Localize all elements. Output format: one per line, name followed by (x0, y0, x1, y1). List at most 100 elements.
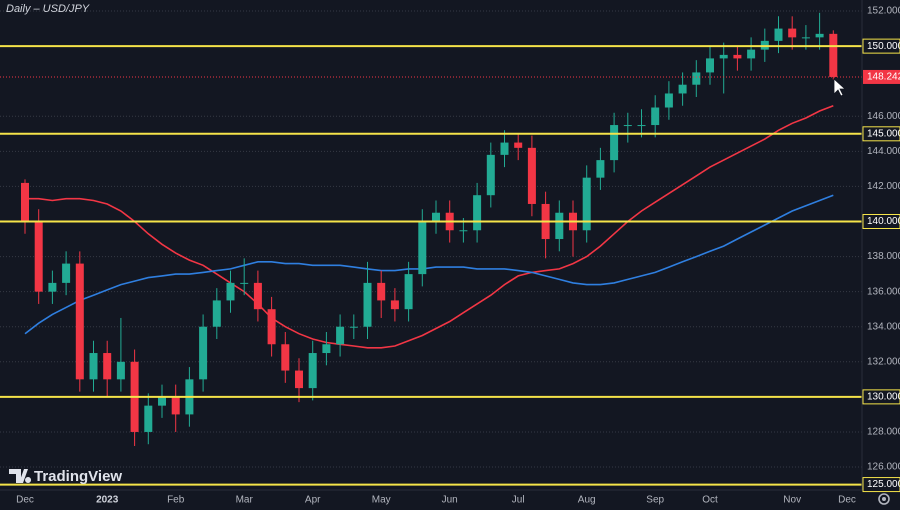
candle-body (336, 326, 345, 345)
level-label: 130.000 (867, 392, 900, 403)
candle-body (281, 344, 290, 371)
candle-body (21, 182, 29, 222)
y-tick-label: 146.000 (867, 111, 900, 122)
level-label-box (862, 38, 900, 54)
candle-body (706, 58, 714, 73)
candle-body (555, 212, 564, 240)
candle-body (199, 326, 208, 380)
candle-body (418, 221, 427, 275)
candle-body (664, 93, 673, 108)
plot (0, 12, 862, 486)
axes: 152.000 146.000 144.000 142.000 138.000 136.0… (16, 6, 900, 506)
candle-body (295, 370, 303, 389)
candle-body (486, 154, 495, 196)
candle-body (623, 125, 632, 127)
candle-body (500, 142, 509, 155)
candle-body (62, 263, 71, 283)
candle-body (103, 353, 112, 380)
candle-body (829, 33, 838, 77)
last-price-box (863, 69, 900, 84)
x-tick-label: Aug (578, 495, 596, 506)
y-tick-label: 134.000 (867, 321, 900, 332)
candle-body (596, 160, 605, 178)
candle-body (48, 282, 57, 292)
candle-body (801, 37, 810, 39)
candle-body (363, 282, 372, 327)
x-tick-label: Nov (783, 495, 801, 506)
x-tick-label: May (372, 495, 391, 506)
candle-body (788, 28, 797, 38)
candle-body (349, 326, 358, 328)
candle-body (144, 405, 153, 432)
settings-gear-center[interactable] (882, 497, 886, 501)
level-label: 125.000 (867, 479, 900, 490)
x-tick-label: Jun (442, 495, 458, 506)
candle-body (89, 353, 98, 380)
y-tick-label: 144.000 (867, 146, 900, 157)
candle-body (774, 28, 783, 41)
x-tick-label: Mar (236, 495, 254, 506)
candle-body (404, 274, 413, 310)
x-tick-label: Dec (838, 495, 856, 506)
candle-body (432, 212, 440, 222)
candle-body (459, 230, 468, 232)
candle-body (651, 107, 660, 126)
x-tick-label: Jul (512, 495, 525, 506)
candle-body (377, 282, 386, 301)
x-tick-label: Dec (16, 495, 34, 506)
candle-body (322, 344, 331, 354)
candle-body (267, 309, 276, 345)
level-label: 145.000 (867, 128, 900, 139)
y-tick-label: 132.000 (867, 356, 900, 367)
candle-body (733, 54, 742, 59)
x-tick-label: Apr (305, 495, 321, 506)
candle-body (815, 33, 824, 38)
candle-body (719, 54, 728, 59)
candle-body (527, 147, 536, 204)
candle-body (692, 72, 701, 85)
candle-body (610, 125, 619, 161)
y-tick-label: 152.000 (867, 6, 900, 17)
candle-body (116, 361, 125, 380)
settings-gear[interactable] (878, 493, 890, 505)
candle-body (678, 84, 687, 94)
x-tick-label: Sep (646, 495, 664, 506)
settings-icon[interactable] (878, 493, 890, 505)
level-label-box (862, 126, 900, 142)
last-price-label: 148.242 (867, 72, 900, 83)
y-tick-label: 136.000 (867, 286, 900, 297)
moving-average-line (24, 194, 834, 335)
level-label-box (862, 389, 900, 405)
watermark-logo (9, 469, 32, 483)
candle-body (158, 396, 166, 406)
moving-average-line (25, 105, 834, 349)
candle-body (212, 300, 221, 327)
chart-title: Daily – USD/JPY (6, 3, 90, 15)
x-tick-label: Oct (702, 495, 718, 506)
candle-body (171, 396, 180, 415)
x-tick-label: Feb (167, 495, 185, 506)
level-label-box (862, 213, 900, 229)
y-tick-label: 142.000 (867, 181, 900, 192)
level-label-box (862, 477, 900, 493)
candle-body (253, 282, 262, 310)
candle-body (390, 300, 399, 310)
candle-body (240, 282, 249, 284)
watermark-text: TradingView (34, 468, 122, 485)
level-label: 140.000 (867, 216, 900, 227)
y-tick-label: 128.000 (867, 427, 900, 438)
candle-body (308, 353, 317, 389)
y-tick-label: 126.000 (867, 462, 900, 473)
candle-body (473, 195, 482, 231)
cursor (833, 78, 847, 97)
candle-body (226, 282, 235, 301)
candle-body (582, 177, 591, 231)
level-label: 150.000 (867, 41, 900, 52)
candle-body (514, 142, 523, 148)
candle-body (34, 221, 43, 292)
candle-body (747, 49, 756, 59)
candle-body (637, 125, 646, 127)
y-tick-label: 138.000 (867, 251, 900, 262)
